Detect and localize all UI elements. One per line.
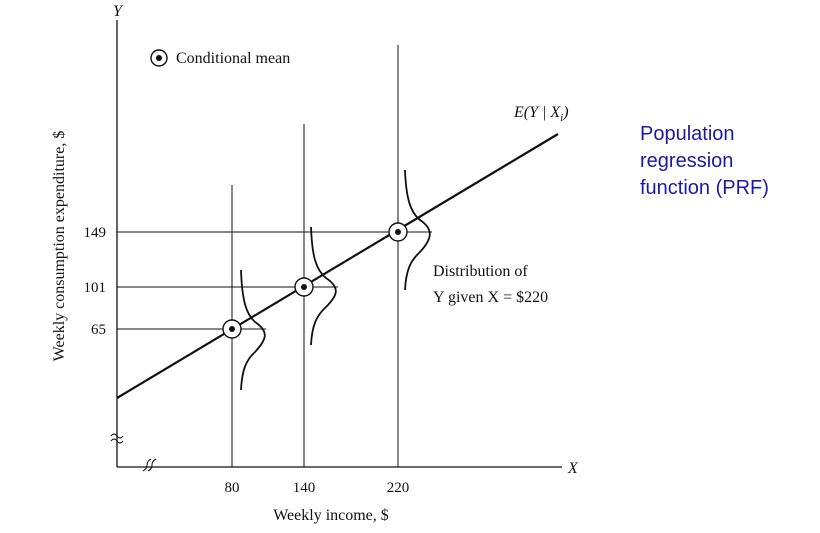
conditional-mean-marker [388, 222, 408, 242]
legend: Conditional mean [150, 49, 290, 67]
y-tick-label: 149 [84, 225, 107, 241]
conditional-mean-marker [222, 319, 242, 339]
regression-line [116, 133, 559, 399]
distribution-curve-80 [240, 269, 266, 391]
prf-side-label-line: function (PRF) [640, 177, 769, 199]
prf-side-label: Population regression function (PRF) [640, 121, 769, 202]
distribution-curve-220 [404, 169, 431, 291]
x-axis-break-mark [142, 458, 157, 472]
regression-line-label-subscript: i [560, 112, 563, 124]
x-tick-label: 220 [387, 480, 410, 496]
y-tick-label: 65 [91, 322, 106, 338]
y-tick-label: 101 [84, 280, 107, 296]
x-tick-label: 80 [225, 480, 240, 496]
x-tick-label: 140 [293, 480, 316, 496]
legend-marker [150, 49, 168, 67]
distribution-note-line2: Y given X = $220 [433, 289, 548, 306]
x-axis-label: Weekly income, $ [273, 507, 389, 524]
regression-line-label-main: E(Y | X [513, 104, 561, 121]
distribution-note-line1: Distribution of [433, 263, 528, 280]
conditional-mean-marker [294, 277, 314, 297]
x-axis-letter: X [567, 460, 579, 477]
legend-label: Conditional mean [176, 50, 290, 67]
distribution-curve-140 [310, 226, 337, 346]
regression-line-label-close: ) [562, 104, 568, 121]
prf-side-label-line: Population [640, 123, 735, 145]
y-axis-letter: Y [113, 3, 124, 20]
regression-line-label: E(Y | Xi) [513, 104, 569, 124]
prf-side-label-line: regression [640, 150, 734, 172]
y-axis-break-mark [110, 433, 124, 444]
y-axis-label: Weekly consumption expenditure, $ [51, 131, 68, 362]
